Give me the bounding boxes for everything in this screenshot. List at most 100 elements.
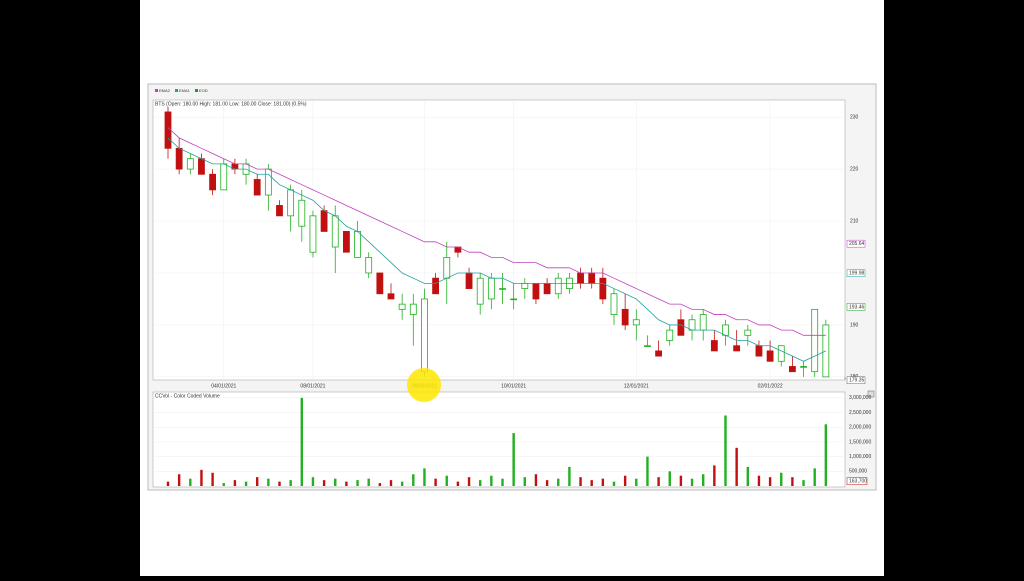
volume-bar	[322, 480, 326, 486]
volume-bar	[568, 466, 571, 486]
candle-body	[666, 329, 674, 341]
legend-label: EOD	[199, 88, 208, 93]
price-pane	[152, 99, 846, 381]
candle-body	[499, 288, 506, 290]
volume-bar	[735, 447, 738, 486]
volume-bar	[523, 477, 526, 486]
volume-bar	[791, 477, 794, 486]
volume-bar	[824, 424, 828, 486]
candle-body	[342, 231, 350, 253]
volume-bar	[813, 468, 816, 486]
candle-body	[264, 168, 272, 196]
candle-body	[387, 293, 395, 300]
volume-bar	[557, 478, 560, 486]
volume-bar	[780, 472, 783, 486]
candle-body	[632, 319, 640, 326]
volume-bar	[311, 477, 315, 486]
volume-bar	[623, 475, 627, 486]
candle-body	[800, 366, 807, 368]
candle-body	[543, 282, 551, 295]
candle-body	[186, 158, 194, 170]
volume-bar	[389, 480, 393, 486]
y-tick-label: 210	[850, 218, 859, 224]
candle-body	[409, 303, 417, 315]
candle-body	[175, 147, 183, 170]
volume-bar	[802, 480, 805, 486]
close-button[interactable]	[867, 390, 875, 398]
volume-bar	[635, 478, 638, 486]
volume-tick-label: 3,000,000	[849, 395, 871, 401]
candle-body	[644, 345, 651, 347]
price-label-box	[846, 239, 866, 248]
legend-swatch	[195, 89, 198, 92]
candle-body	[287, 189, 295, 217]
candle-body	[298, 199, 306, 227]
volume-bar	[456, 481, 460, 486]
volume-bar	[211, 472, 214, 486]
candle-body	[521, 282, 529, 289]
volume-bar	[534, 474, 538, 486]
volume-bar	[479, 480, 482, 486]
volume-bar	[467, 477, 471, 486]
candle-body	[777, 345, 785, 362]
candle-body	[744, 329, 752, 336]
volume-bar	[200, 469, 203, 486]
price-label: 179.35	[849, 378, 865, 384]
candle-body	[789, 366, 796, 373]
volume-bar	[445, 475, 448, 486]
candle-body	[699, 314, 707, 331]
volume-bar	[289, 480, 292, 486]
price-label-box	[846, 303, 866, 311]
volume-title: CCVol - Color Coded Volume	[155, 393, 220, 399]
volume-bar	[724, 415, 727, 486]
volume-bar	[423, 468, 426, 486]
candle-body	[209, 173, 217, 191]
volume-bar	[501, 478, 504, 486]
price-label-box	[846, 376, 866, 385]
chart-title: BTS (Open: 180.00 High: 181.00 Low: 180.…	[155, 101, 307, 107]
volume-bar	[646, 456, 649, 486]
volume-tick-label: 1,500,000	[849, 439, 871, 445]
volume-bar	[512, 433, 515, 486]
legend-label: EMA1	[179, 88, 191, 93]
price-label-box	[846, 269, 866, 277]
volume-bar	[690, 478, 694, 486]
candle-body	[755, 345, 763, 357]
x-tick-label: 08/01/2021	[300, 383, 325, 389]
volume-bar	[222, 483, 225, 486]
volume-bar	[189, 478, 192, 486]
candle-body	[677, 319, 685, 336]
ema-line	[167, 137, 827, 362]
volume-bar	[612, 481, 616, 486]
volume-bar	[434, 478, 437, 486]
candle-body	[588, 272, 596, 284]
ema-line	[167, 127, 826, 336]
volume-tick-label: 1,000,000	[849, 454, 871, 460]
volume-bar	[490, 475, 493, 486]
volume-bar	[400, 481, 404, 486]
x-tick-label: 02/01/2022	[758, 383, 783, 389]
candle-body	[365, 257, 373, 274]
volume-bar	[166, 481, 170, 486]
legend: EMA2 EMA1 EOD	[155, 88, 208, 93]
candle-body	[722, 324, 729, 336]
volume-bar	[356, 480, 359, 486]
volume-bar	[657, 477, 660, 486]
candle-body	[655, 350, 662, 357]
volume-bar	[177, 474, 181, 486]
candle-body	[710, 340, 718, 352]
volume-bar	[334, 478, 337, 486]
candle-body	[465, 272, 473, 289]
volume-pane	[152, 391, 846, 488]
candle-body	[476, 277, 484, 305]
candle-body	[354, 231, 361, 258]
volume-bar	[713, 465, 716, 486]
volume-bar	[412, 474, 415, 486]
volume-bar	[278, 481, 281, 486]
candle-body	[532, 282, 540, 300]
candle-body	[320, 210, 328, 232]
volume-bar	[679, 475, 683, 486]
volume-bar	[345, 481, 348, 486]
